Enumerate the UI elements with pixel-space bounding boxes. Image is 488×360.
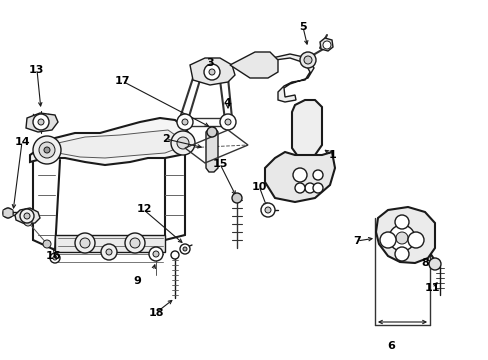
Text: 16: 16 [46,251,61,261]
Circle shape [299,52,315,68]
Polygon shape [375,207,434,263]
Polygon shape [291,100,321,158]
Circle shape [153,251,159,257]
Circle shape [304,56,311,64]
Text: 11: 11 [424,283,440,293]
Circle shape [149,247,163,261]
Polygon shape [319,38,332,51]
Circle shape [101,244,117,260]
Circle shape [305,183,314,193]
Polygon shape [26,113,58,132]
Text: 4: 4 [223,98,231,108]
Circle shape [171,131,195,155]
Circle shape [125,233,145,253]
Circle shape [203,64,220,80]
Circle shape [50,253,60,263]
Circle shape [208,69,215,75]
Text: 13: 13 [29,65,44,75]
Text: 18: 18 [148,308,164,318]
Circle shape [3,208,13,218]
Polygon shape [30,118,192,165]
Polygon shape [58,130,178,158]
Circle shape [33,114,49,130]
Text: 6: 6 [386,341,394,351]
Circle shape [261,203,274,217]
Text: 9: 9 [133,276,141,286]
Circle shape [43,240,51,248]
Circle shape [39,142,55,158]
Text: 14: 14 [14,137,30,147]
Circle shape [206,127,217,137]
Circle shape [20,209,34,223]
Text: 10: 10 [251,182,266,192]
Circle shape [379,232,395,248]
Polygon shape [205,128,218,172]
Polygon shape [229,52,278,78]
Circle shape [264,207,270,213]
Circle shape [180,244,190,254]
Circle shape [294,183,305,193]
Circle shape [75,233,95,253]
Circle shape [231,193,242,203]
Text: 1: 1 [328,150,336,160]
Circle shape [312,183,323,193]
Circle shape [224,119,230,125]
Circle shape [171,251,179,259]
Circle shape [24,213,30,219]
Circle shape [24,218,32,226]
Circle shape [183,247,186,251]
Circle shape [220,114,236,130]
Polygon shape [269,54,313,102]
Text: 7: 7 [352,236,360,246]
Text: 15: 15 [212,159,227,169]
Polygon shape [264,152,334,202]
Circle shape [38,119,44,125]
Circle shape [395,232,407,244]
Circle shape [292,168,306,182]
Circle shape [394,247,408,261]
Circle shape [80,238,90,248]
Polygon shape [15,208,40,224]
Circle shape [394,215,408,229]
Text: 2: 2 [162,134,170,144]
Circle shape [44,147,50,153]
Circle shape [106,249,112,255]
Circle shape [33,136,61,164]
Text: 5: 5 [299,22,306,32]
Circle shape [428,258,440,270]
Circle shape [177,114,193,130]
Text: 12: 12 [136,204,152,214]
Polygon shape [190,58,235,85]
Circle shape [388,225,414,251]
Circle shape [182,119,187,125]
Text: 3: 3 [206,58,214,68]
Circle shape [407,232,423,248]
Text: 8: 8 [421,258,428,268]
Circle shape [53,256,57,260]
Text: 17: 17 [114,76,130,86]
Circle shape [177,137,189,149]
Polygon shape [3,208,13,218]
Circle shape [312,170,323,180]
Circle shape [130,238,140,248]
Circle shape [323,41,330,49]
Polygon shape [55,235,164,252]
